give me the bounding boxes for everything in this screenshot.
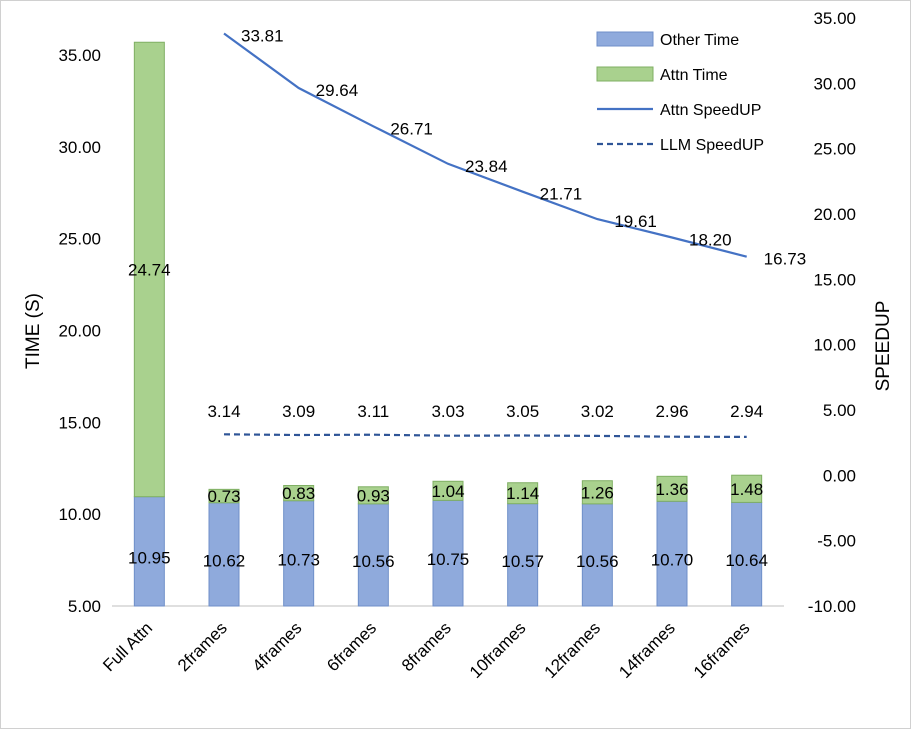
llm-speedup-label: 3.02 (581, 402, 614, 421)
x-axis-category-label: 10frames (466, 618, 530, 682)
llm-speedup-label: 3.14 (207, 402, 240, 421)
right-axis-tick-label: 35.00 (813, 9, 856, 28)
other-time-label: 10.62 (203, 551, 246, 570)
x-axis-category-label: 2frames (174, 618, 231, 675)
other-time-label: 10.73 (277, 550, 320, 569)
x-axis-categories: Full Attn 2frames 4frames 6frames 8frames 10f… (99, 618, 753, 682)
llm-speedup-label: 3.11 (357, 402, 389, 421)
attn-time-label: 1.48 (730, 480, 763, 499)
bar-other-time (432, 499, 464, 607)
attn-time-label: 1.14 (506, 484, 539, 503)
right-axis-ticks: -10.00 -5.00 0.00 5.00 10.00 15.00 20.00 25.00 3… (808, 9, 856, 616)
llm-speedup-label: 2.94 (730, 402, 763, 421)
llm-speedup-line (223, 433, 747, 438)
left-axis-tick-label: 5.00 (68, 597, 101, 616)
attn-speedup-label: 33.81 (241, 27, 284, 46)
right-axis-tick-label: 20.00 (813, 205, 856, 224)
bar-other-time (581, 503, 613, 607)
right-axis-tick-label: 25.00 (813, 140, 856, 159)
attn-time-label: 24.74 (128, 260, 171, 279)
right-axis-tick-label: 0.00 (823, 466, 856, 485)
left-axis-tick-label: 20.00 (58, 321, 101, 340)
bar-attn-time (731, 474, 763, 503)
right-axis-tick-label: 5.00 (823, 401, 856, 420)
right-axis-tick-label: -5.00 (817, 532, 856, 551)
attn-speedup-label: 21.71 (540, 185, 583, 204)
data-label-group: 10.95 24.74 10.62 0.73 10.73 0.83 10.56 0.93 10.… (128, 27, 806, 571)
bar-attn-time (133, 41, 165, 498)
right-axis-tick-label: 10.00 (813, 336, 856, 355)
left-axis-tick-label: 30.00 (58, 138, 101, 157)
legend: Other Time Attn Time Attn SpeedUP LLM Speed… (596, 31, 764, 154)
other-time-label: 10.95 (128, 548, 171, 567)
bar-attn-time (507, 482, 539, 505)
x-axis-category-label: 8frames (398, 618, 455, 675)
bar-attn-time (432, 480, 464, 501)
other-time-label: 10.57 (501, 552, 544, 571)
left-axis-tick-label: 25.00 (58, 230, 101, 249)
attn-time-label: 0.93 (357, 486, 390, 505)
left-axis-ticks: 5.00 10.00 15.00 20.00 25.00 30.00 35.00 (58, 46, 101, 616)
line-series-group (223, 32, 747, 438)
legend-swatch (596, 66, 654, 82)
x-axis-category-label: 14frames (615, 618, 679, 682)
other-time-label: 10.56 (576, 552, 619, 571)
bar-attn-time (357, 486, 389, 505)
llm-speedup-label: 2.96 (655, 402, 688, 421)
attn-time-label: 1.36 (655, 480, 688, 499)
attn-speedup-label: 26.71 (390, 119, 433, 138)
right-axis-tick-label: 15.00 (813, 270, 856, 289)
attn-speedup-label: 19.61 (614, 212, 657, 231)
right-axis-tick-label: 30.00 (813, 74, 856, 93)
right-axis-title: SPEEDUP (873, 301, 894, 392)
legend-label: LLM SpeedUP (660, 137, 764, 154)
left-axis-title: TIME (S) (23, 293, 44, 369)
attn-time-label: 0.73 (207, 487, 240, 506)
other-time-label: 10.70 (651, 551, 694, 570)
bar-other-time (731, 501, 763, 607)
attn-speedup-label: 16.73 (764, 250, 807, 269)
legend-label: Attn Time (660, 67, 728, 84)
bar-other-time (283, 500, 315, 607)
bar-attn-time (283, 484, 315, 502)
attn-speedup-label: 23.84 (465, 157, 508, 176)
bar-other-time (507, 503, 539, 607)
legend-swatch (596, 31, 654, 47)
left-axis-tick-label: 15.00 (58, 413, 101, 432)
other-time-label: 10.64 (725, 551, 768, 570)
right-axis-tick-label: -10.00 (808, 597, 856, 616)
bar-attn-time (208, 488, 240, 504)
other-time-label: 10.75 (427, 550, 470, 569)
legend-label: Other Time (660, 32, 739, 49)
bar-attn-time (581, 480, 613, 505)
attn-time-label: 1.26 (581, 483, 614, 502)
other-time-label: 10.56 (352, 552, 395, 571)
attn-speedup-line (223, 32, 747, 258)
left-axis-tick-label: 10.00 (58, 505, 101, 524)
legend-label: Attn SpeedUP (660, 102, 761, 119)
bar-other-time (357, 503, 389, 607)
attn-speedup-label: 18.20 (689, 231, 732, 250)
bar-attn-time (656, 475, 688, 502)
x-axis-category-label: 4frames (249, 618, 306, 675)
left-axis-tick-label: 35.00 (58, 46, 101, 65)
x-axis-category-label: 12frames (541, 618, 605, 682)
llm-speedup-label: 3.03 (431, 402, 464, 421)
bar-series-group (133, 41, 763, 607)
x-axis-category-label: 16frames (690, 618, 754, 682)
attn-speedup-label: 29.64 (316, 81, 359, 100)
bar-other-time (133, 496, 165, 607)
attn-time-label: 1.04 (431, 482, 464, 501)
attn-time-label: 0.83 (282, 484, 315, 503)
x-axis-category-label: 6frames (323, 618, 380, 675)
llm-speedup-label: 3.09 (282, 402, 315, 421)
llm-speedup-label: 3.05 (506, 402, 539, 421)
x-axis-category-label: Full Attn (99, 618, 156, 675)
